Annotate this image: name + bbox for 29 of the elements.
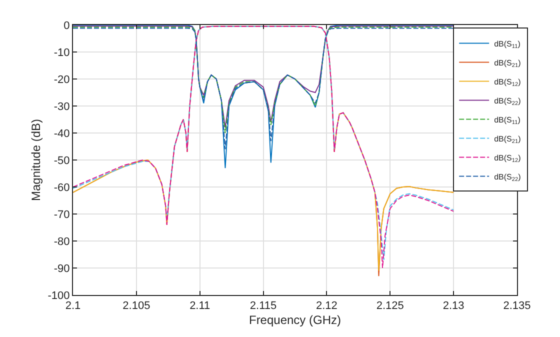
y-tick-label: -80 xyxy=(54,236,70,248)
y-tick-label: -10 xyxy=(54,46,70,59)
y-tick-label: 0 xyxy=(64,20,70,32)
legend-label: dB(S$_{21}$) xyxy=(494,134,522,145)
x-tick-label: 2.125 xyxy=(376,300,404,312)
legend-label: dB(S$_{22}$) xyxy=(494,96,522,107)
y-tick-label: -50 xyxy=(54,154,70,167)
y-tick-label: -60 xyxy=(54,182,70,194)
y-tick-label: -40 xyxy=(54,128,70,140)
x-tick-label: 2.115 xyxy=(250,300,277,312)
y-tick-label: -90 xyxy=(54,262,70,275)
y-axis-title: Magnitude (dB) xyxy=(29,118,44,202)
y-tick-label: -20 xyxy=(54,74,70,86)
legend-label: dB(S$_{11}$) xyxy=(494,39,521,50)
y-tick-label: -30 xyxy=(54,100,70,113)
legend-label: dB(S$_{11}$) xyxy=(494,115,521,126)
x-tick-label: 2.11 xyxy=(190,300,210,312)
x-axis-title: Frequency (GHz) xyxy=(248,313,342,328)
legend-label: dB(S$_{12}$) xyxy=(494,153,522,164)
legend-label: dB(S$_{21}$) xyxy=(494,58,522,69)
y-tick-label: -100 xyxy=(48,290,70,302)
y-tick-label: -70 xyxy=(54,208,70,221)
x-tick-label: 2.105 xyxy=(122,300,150,312)
legend-label: dB(S$_{22}$) xyxy=(494,172,522,183)
x-tick-label: 2.135 xyxy=(503,300,531,312)
x-tick-label: 2.13 xyxy=(442,300,464,312)
x-tick-label: 2.12 xyxy=(316,300,338,312)
x-tick-label: 2.1 xyxy=(65,300,81,312)
legend-label: dB(S$_{12}$) xyxy=(494,77,522,88)
